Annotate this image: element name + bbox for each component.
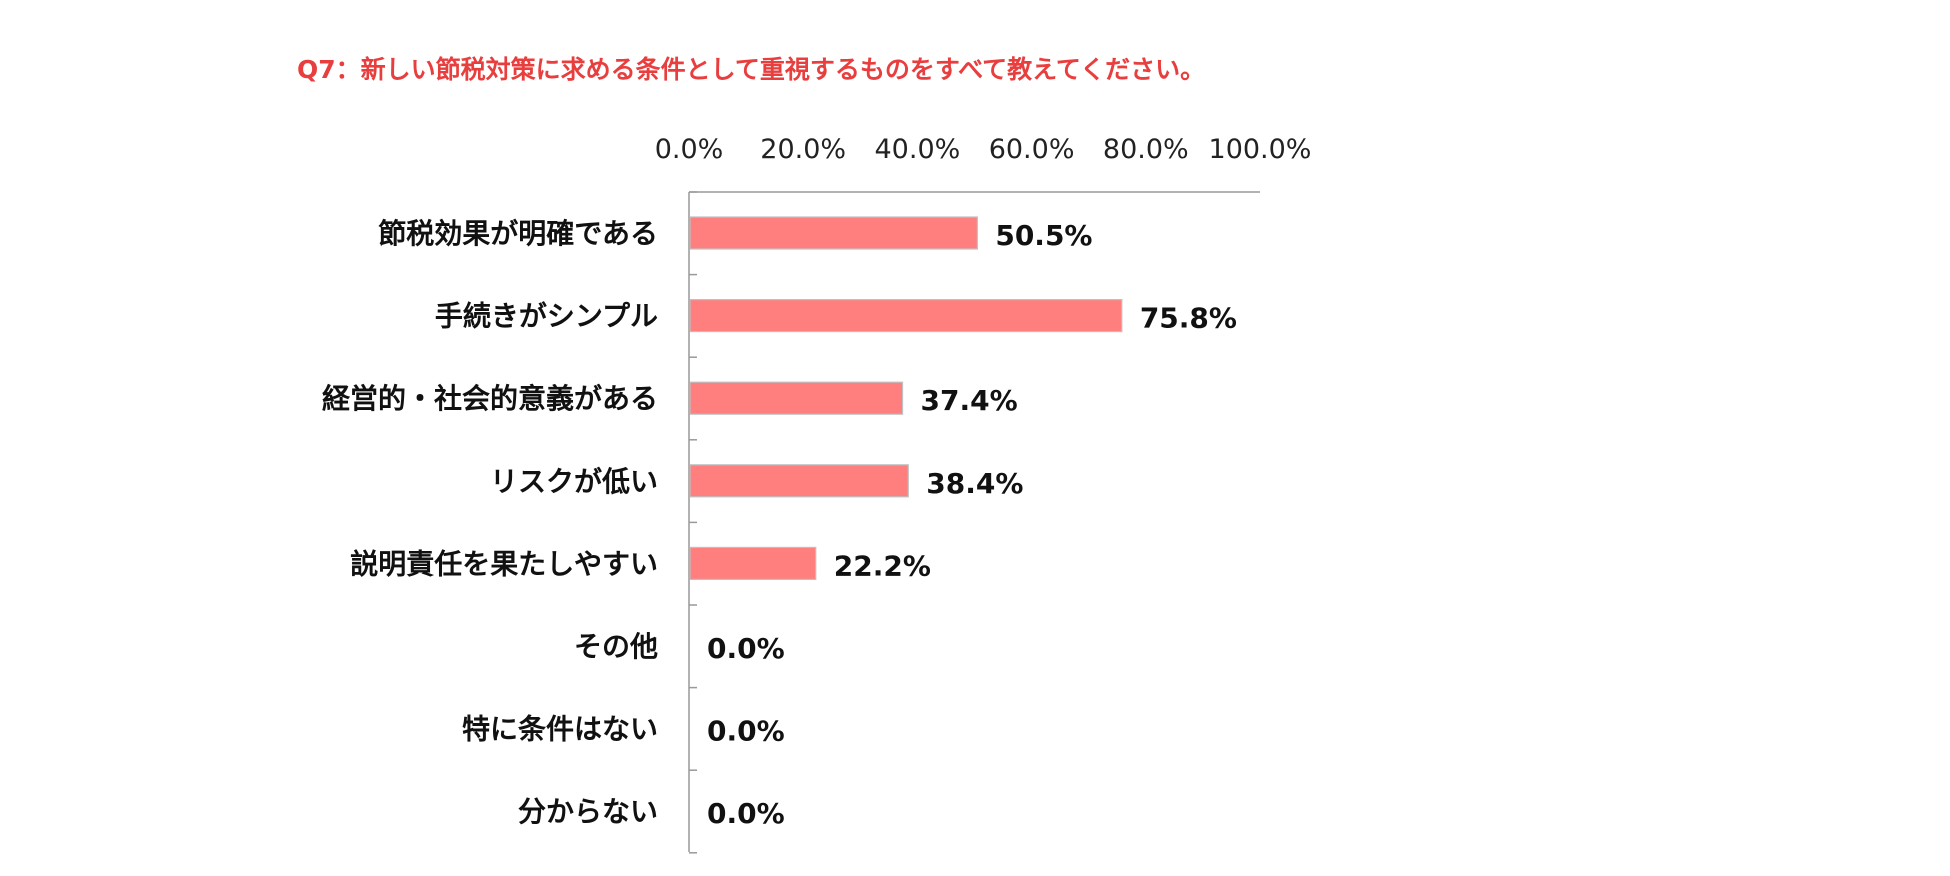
chart-title: Q7：新しい節税対策に求める条件として重視するものをすべて教えてください。 <box>297 55 1205 84</box>
bars <box>689 216 1123 581</box>
category-label: その他 <box>574 630 658 663</box>
value-label: 75.8% <box>1140 302 1237 335</box>
category-label: 特に条件はない <box>462 713 658 746</box>
axes <box>688 191 1260 854</box>
category-label: 経営的・社会的意義がある <box>322 382 658 415</box>
category-label: リスクが低い <box>490 465 658 498</box>
category-labels: 節税効果が明確である手続きがシンプル経営的・社会的意義があるリスクが低い説明責任… <box>322 217 658 828</box>
category-label: 分からない <box>518 795 658 828</box>
x-tick-label: 0.0% <box>655 134 724 165</box>
value-label: 0.0% <box>707 632 785 665</box>
value-label: 22.2% <box>834 549 931 582</box>
value-label: 0.0% <box>707 797 785 830</box>
category-label: 節税効果が明確である <box>378 217 658 250</box>
value-labels: 50.5% 75.8% 37.4% 38.4% 22.2% 0.0% 0.0% 0.0% <box>707 219 1237 830</box>
value-label: 37.4% <box>921 384 1018 417</box>
category-label: 手続きがシンプル <box>435 300 658 333</box>
bar <box>689 381 904 415</box>
x-axis-tick-labels: 0.0% 20.0% 40.0% 60.0% 80.0% 100.0% <box>655 134 1312 165</box>
value-label: 38.4% <box>926 467 1023 500</box>
category-label: 説明責任を果たしやすい <box>350 547 658 580</box>
x-tick-label: 40.0% <box>875 134 961 165</box>
value-label: 0.0% <box>707 715 785 748</box>
value-label: 50.5% <box>995 219 1092 252</box>
x-tick-label: 100.0% <box>1209 134 1312 165</box>
bar <box>689 216 978 250</box>
bar <box>689 546 817 581</box>
bar <box>689 299 1123 333</box>
bar <box>689 464 909 498</box>
x-tick-label: 60.0% <box>989 134 1075 165</box>
x-tick-label: 80.0% <box>1103 134 1189 165</box>
x-tick-label: 20.0% <box>760 134 846 165</box>
